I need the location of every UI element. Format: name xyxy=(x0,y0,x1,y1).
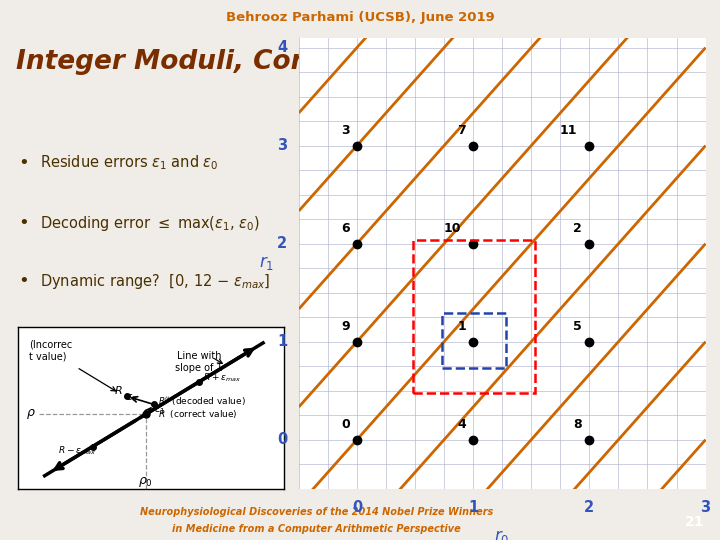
Text: 4: 4 xyxy=(277,40,287,55)
Text: 8: 8 xyxy=(573,418,582,431)
Text: 7: 7 xyxy=(457,124,466,137)
Text: $\varepsilon_0$: $\varepsilon_0$ xyxy=(126,393,138,404)
Text: Behrooz Parhami (UCSB), June 2019: Behrooz Parhami (UCSB), June 2019 xyxy=(225,11,495,24)
Text: 1: 1 xyxy=(468,501,478,516)
Text: $\rho$: $\rho$ xyxy=(26,407,36,421)
Text: •: • xyxy=(18,214,29,232)
Text: $R - \varepsilon_{max}$: $R - \varepsilon_{max}$ xyxy=(58,444,96,456)
Text: $R$  (correct value): $R$ (correct value) xyxy=(158,408,238,420)
Text: 3: 3 xyxy=(341,124,350,137)
Text: Decoding error $\leq$ max($\varepsilon_1$, $\varepsilon_0$): Decoding error $\leq$ max($\varepsilon_1… xyxy=(40,214,260,233)
Bar xyxy=(442,313,505,368)
Text: 5: 5 xyxy=(573,320,582,333)
Text: 6: 6 xyxy=(341,222,350,235)
Text: Neurophysiological Discoveries of the 2014 Nobel Prize Winners: Neurophysiological Discoveries of the 20… xyxy=(140,508,493,517)
Text: 9: 9 xyxy=(341,320,350,333)
Text: Dynamic range?  [0, 12 $-$ $\varepsilon_{max}$]: Dynamic range? [0, 12 $-$ $\varepsilon_{… xyxy=(40,272,270,291)
Text: Max allowable error < 0.25: Max allowable error < 0.25 xyxy=(40,330,238,345)
Text: in Medicine from a Computer Arithmetic Perspective: in Medicine from a Computer Arithmetic P… xyxy=(172,524,462,534)
Text: 3: 3 xyxy=(277,138,287,153)
Text: 3: 3 xyxy=(701,501,711,516)
Text: 11: 11 xyxy=(559,124,577,137)
Text: •: • xyxy=(18,272,29,290)
Text: •: • xyxy=(18,153,29,172)
Text: $R$: $R$ xyxy=(114,384,122,396)
Text: Residue errors $\varepsilon_1$ and $\varepsilon_0$: Residue errors $\varepsilon_1$ and $\var… xyxy=(40,153,218,172)
Text: 10: 10 xyxy=(444,222,461,235)
Text: 21: 21 xyxy=(685,515,705,529)
Text: 2: 2 xyxy=(277,236,287,251)
Text: Integer Moduli, Continuous Residues: Integer Moduli, Continuous Residues xyxy=(16,49,563,75)
Text: 1: 1 xyxy=(277,334,287,349)
Text: 2: 2 xyxy=(573,222,582,235)
Text: $r_0$: $r_0$ xyxy=(495,528,510,540)
Text: Line with
slope of 1: Line with slope of 1 xyxy=(176,351,223,373)
Text: 0: 0 xyxy=(277,432,287,447)
Text: $R + \varepsilon_{max}$: $R + \varepsilon_{max}$ xyxy=(203,371,241,383)
Text: $r_1$: $r_1$ xyxy=(258,254,274,272)
Text: 4: 4 xyxy=(457,418,466,431)
Text: •: • xyxy=(18,330,29,348)
Text: 1: 1 xyxy=(457,320,466,333)
Bar xyxy=(413,240,535,393)
Text: $\rho_0$: $\rho_0$ xyxy=(138,475,153,489)
Text: $R''$ (decoded value): $R''$ (decoded value) xyxy=(158,395,246,407)
Text: (Incorrec
t value): (Incorrec t value) xyxy=(29,340,72,361)
Text: $\varepsilon_1$: $\varepsilon_1$ xyxy=(154,404,166,416)
Text: 0: 0 xyxy=(341,418,350,431)
Text: 0: 0 xyxy=(352,501,362,516)
Text: 2: 2 xyxy=(585,501,595,516)
